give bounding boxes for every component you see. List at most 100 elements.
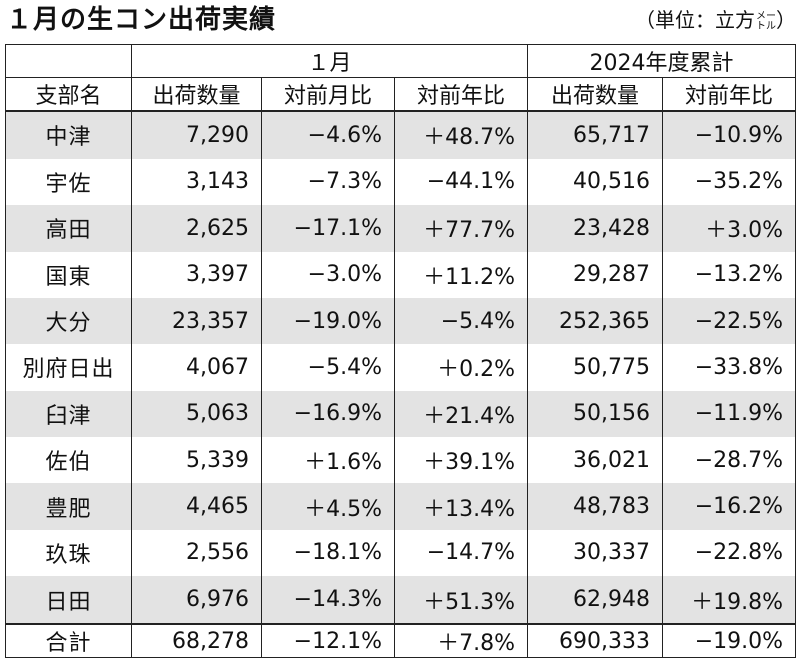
table-row: 臼津 5,063 −16.9% ＋21.4% 50,156 −11.9% <box>5 390 797 437</box>
yoy-ratio: −14.7% <box>393 529 529 577</box>
table-body: 中津 7,290 −4.6% ＋48.7% 65,717 −10.9% 宇佐 3,143 −7.… <box>5 111 797 624</box>
yoy-ratio: ＋0.2% <box>393 344 529 391</box>
branch-name: 日田 <box>5 576 132 624</box>
yoy-ratio: −44.1% <box>393 158 529 206</box>
unit-close: ） <box>776 8 796 32</box>
cum-yoy-ratio: ＋3.0% <box>662 205 797 252</box>
total-cum: 690,333 <box>527 623 664 658</box>
unit-note: （単位：立方 メー トル） <box>635 4 796 36</box>
table-row: 別府日出 4,067 −5.4% ＋0.2% 50,775 −33.8% <box>5 344 797 391</box>
yoy-ratio: ＋39.1% <box>393 436 529 484</box>
branch-name: 臼津 <box>5 390 132 437</box>
ship-qty: 6,976 <box>131 576 262 624</box>
unit-sub-bottom: トル <box>756 20 776 32</box>
cum-yoy-ratio: −13.2% <box>662 251 797 298</box>
mom-ratio: −4.6% <box>261 111 395 159</box>
mom-ratio: −19.0% <box>261 297 395 345</box>
ship-qty: 2,625 <box>131 205 262 252</box>
table-row: 大分 23,357 −19.0% −5.4% 252,365 −22.5% <box>5 297 797 345</box>
cum-ship-qty: 65,717 <box>527 111 664 159</box>
col-header-ship-cum: 出荷数量 <box>527 77 664 112</box>
table-row: 玖珠 2,556 −18.1% −14.7% 30,337 −22.8% <box>5 529 797 577</box>
mom-ratio: −5.4% <box>261 344 395 391</box>
total-mom: −12.1% <box>261 623 395 658</box>
branch-name: 豊肥 <box>5 483 132 530</box>
yoy-ratio: ＋51.3% <box>393 576 529 624</box>
cum-ship-qty: 29,287 <box>527 251 664 298</box>
total-cum-yoy: −19.0% <box>662 623 797 658</box>
cum-yoy-ratio: −35.2% <box>662 158 797 206</box>
total-ship: 68,278 <box>131 623 262 658</box>
table-row: 中津 7,290 −4.6% ＋48.7% 65,717 −10.9% <box>5 111 797 159</box>
cum-ship-qty: 23,428 <box>527 205 664 252</box>
mom-ratio: −17.1% <box>261 205 395 252</box>
page-title: １月の生コン出荷実績 <box>6 5 277 35</box>
ship-qty: 4,465 <box>131 483 262 530</box>
group-header-month: １月 <box>130 44 529 78</box>
col-header-mom: 対前月比 <box>261 77 395 112</box>
branch-name: 大分 <box>5 297 132 345</box>
yoy-ratio: ＋11.2% <box>393 251 529 298</box>
blank-header-cell <box>5 44 132 78</box>
col-header-yoy: 対前年比 <box>393 77 529 112</box>
yoy-ratio: ＋48.7% <box>393 111 529 159</box>
mom-ratio: ＋4.5% <box>261 483 395 530</box>
cum-yoy-ratio: −10.9% <box>662 111 797 159</box>
cum-ship-qty: 36,021 <box>527 436 664 484</box>
ship-qty: 5,339 <box>131 436 262 484</box>
ship-qty: 23,357 <box>131 297 262 345</box>
mom-ratio: −16.9% <box>261 390 395 437</box>
branch-name: 中津 <box>5 111 132 159</box>
branch-name: 玖珠 <box>5 529 132 577</box>
table-row: 国東 3,397 −3.0% ＋11.2% 29,287 −13.2% <box>5 251 797 298</box>
col-header-ship: 出荷数量 <box>131 77 262 112</box>
group-header-year: 2024年度累計 <box>527 44 797 78</box>
table-row: 豊肥 4,465 ＋4.5% ＋13.4% 48,783 −16.2% <box>5 483 797 530</box>
col-header-branch: 支部名 <box>5 77 132 112</box>
cum-yoy-ratio: −22.5% <box>662 297 797 345</box>
col-header-yoy-cum: 対前年比 <box>662 77 797 112</box>
mom-ratio: −18.1% <box>261 529 395 577</box>
cum-ship-qty: 48,783 <box>527 483 664 530</box>
yoy-ratio: ＋21.4% <box>393 390 529 437</box>
unit-sub-top: メー <box>756 10 776 22</box>
yoy-ratio: ＋13.4% <box>393 483 529 530</box>
unit-subscript: メー トル <box>756 10 776 32</box>
table-row: 高田 2,625 −17.1% ＋77.7% 23,428 ＋3.0% <box>5 205 797 252</box>
table-row: 佐伯 5,339 ＋1.6% ＋39.1% 36,021 −28.7% <box>5 436 797 484</box>
branch-name: 別府日出 <box>5 344 132 391</box>
total-row: 合計 68,278 −12.1% ＋7.8% 690,333 −19.0% <box>5 623 797 658</box>
branch-name: 宇佐 <box>5 158 132 206</box>
branch-name: 国東 <box>5 251 132 298</box>
column-header-row: 支部名 出荷数量 対前月比 対前年比 出荷数量 対前年比 <box>5 77 797 112</box>
table-row: 日田 6,976 −14.3% ＋51.3% 62,948 ＋19.8% <box>5 576 797 624</box>
ship-qty: 2,556 <box>131 529 262 577</box>
ship-qty: 3,143 <box>131 158 262 206</box>
yoy-ratio: ＋77.7% <box>393 205 529 252</box>
cum-ship-qty: 50,775 <box>527 344 664 391</box>
cum-yoy-ratio: −22.8% <box>662 529 797 577</box>
branch-name: 高田 <box>5 205 132 252</box>
ship-qty: 5,063 <box>131 390 262 437</box>
mom-ratio: −3.0% <box>261 251 395 298</box>
yoy-ratio: −5.4% <box>393 297 529 345</box>
cum-ship-qty: 30,337 <box>527 529 664 577</box>
group-header-row: １月 2024年度累計 <box>5 44 797 78</box>
cum-yoy-ratio: −28.7% <box>662 436 797 484</box>
cum-yoy-ratio: −16.2% <box>662 483 797 530</box>
unit-main: （単位：立方 <box>635 8 755 32</box>
ship-qty: 7,290 <box>131 111 262 159</box>
cum-yoy-ratio: ＋19.8% <box>662 576 797 624</box>
table-row: 宇佐 3,143 −7.3% −44.1% 40,516 −35.2% <box>5 158 797 206</box>
total-name: 合計 <box>5 623 132 658</box>
mom-ratio: −7.3% <box>261 158 395 206</box>
cum-ship-qty: 252,365 <box>527 297 664 345</box>
cum-ship-qty: 40,516 <box>527 158 664 206</box>
mom-ratio: −14.3% <box>261 576 395 624</box>
cum-ship-qty: 50,156 <box>527 390 664 437</box>
cum-yoy-ratio: −33.8% <box>662 344 797 391</box>
ship-qty: 4,067 <box>131 344 262 391</box>
cum-ship-qty: 62,948 <box>527 576 664 624</box>
shipment-table: １月 2024年度累計 支部名 出荷数量 対前月比 対前年比 出荷数量 対前年比… <box>5 44 797 658</box>
branch-name: 佐伯 <box>5 436 132 484</box>
